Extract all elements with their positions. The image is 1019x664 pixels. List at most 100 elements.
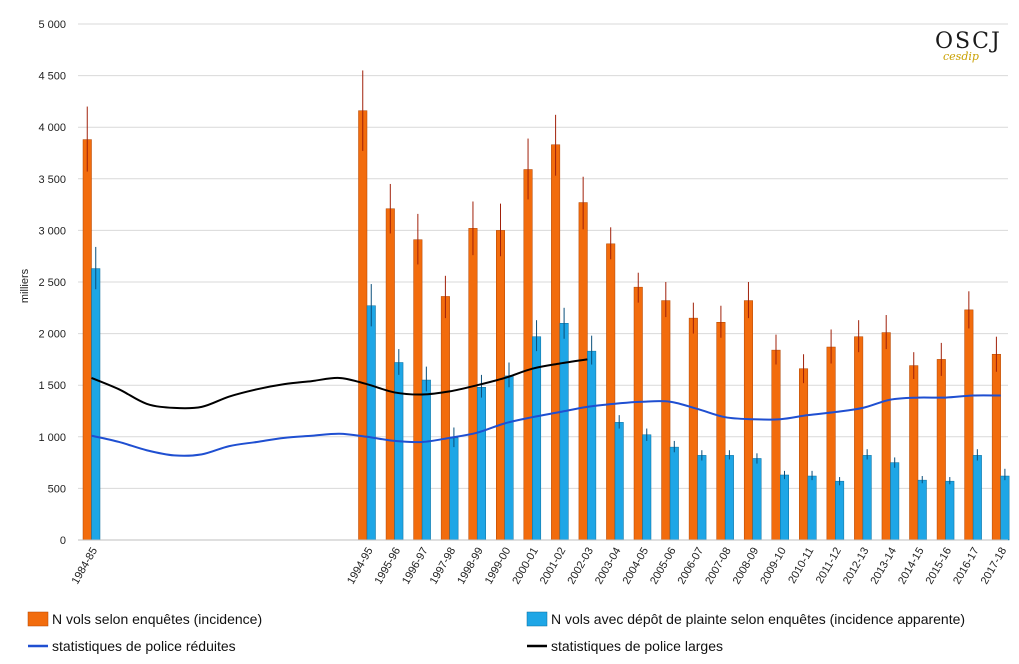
bar bbox=[385, 208, 395, 541]
bars bbox=[82, 110, 1010, 541]
bar bbox=[523, 169, 533, 541]
bar bbox=[945, 480, 955, 541]
x-tick-label: 2005-06 bbox=[648, 546, 679, 587]
bar bbox=[854, 336, 864, 541]
bar bbox=[91, 268, 101, 541]
bar bbox=[826, 346, 836, 541]
bar bbox=[496, 230, 505, 541]
bar bbox=[476, 387, 486, 541]
x-tick-label: 1995-96 bbox=[373, 546, 404, 587]
bar bbox=[366, 305, 376, 541]
legend-label-incidence: N vols selon enquêtes (incidence) bbox=[52, 611, 262, 627]
bar bbox=[780, 474, 789, 541]
y-tick-label: 5 000 bbox=[38, 19, 66, 31]
y-axis-label: milliers bbox=[19, 268, 31, 303]
x-tick-label: 2000-01 bbox=[510, 546, 541, 587]
bar bbox=[82, 139, 92, 541]
bar bbox=[835, 480, 845, 541]
series-lines bbox=[91, 358, 1001, 457]
bar bbox=[807, 475, 817, 541]
legend-label-police-larges: statistiques de police larges bbox=[551, 638, 723, 654]
bar bbox=[449, 437, 459, 541]
x-tick-label: 2016-17 bbox=[951, 546, 982, 587]
x-tick-label: 2014-15 bbox=[896, 546, 927, 587]
legend-swatch-incidence bbox=[27, 611, 49, 627]
y-tick-label: 3 000 bbox=[38, 225, 66, 237]
bar bbox=[614, 422, 624, 541]
bar bbox=[358, 110, 368, 541]
x-tick-label: 2013-14 bbox=[868, 546, 899, 587]
x-tick-label: 1984-85 bbox=[70, 546, 101, 587]
bar bbox=[890, 462, 900, 541]
bar bbox=[421, 379, 431, 541]
bar bbox=[642, 434, 652, 541]
legend-label-police-reduites: statistiques de police réduites bbox=[52, 638, 236, 654]
x-tick-label: 2011-12 bbox=[814, 546, 844, 586]
bar bbox=[661, 300, 671, 541]
x-tick-label: 2012-13 bbox=[841, 546, 872, 587]
logo-main-text: OSCJ bbox=[935, 29, 1002, 54]
bar bbox=[688, 317, 698, 541]
bar bbox=[578, 202, 588, 541]
y-tick-label: 1 000 bbox=[38, 432, 66, 444]
bar bbox=[862, 455, 872, 541]
bar bbox=[669, 446, 679, 541]
legend: N vols selon enquêtes (incidence) N vols… bbox=[27, 611, 965, 654]
bar bbox=[606, 243, 616, 541]
bar bbox=[752, 458, 762, 541]
x-tick-label: 2015-16 bbox=[924, 546, 955, 587]
error-bars bbox=[86, 70, 1006, 486]
x-tick-label: 1994-95 bbox=[345, 546, 376, 587]
x-tick-label: 2002-03 bbox=[565, 546, 596, 587]
bar bbox=[559, 323, 569, 541]
x-tick-label: 2003-04 bbox=[593, 546, 624, 587]
series-line bbox=[91, 358, 588, 410]
bar bbox=[771, 349, 781, 541]
bar bbox=[964, 309, 974, 541]
y-tick-label: 4 500 bbox=[38, 71, 66, 83]
x-tick-label: 2008-09 bbox=[731, 546, 762, 587]
bar bbox=[551, 144, 561, 541]
oscj-logo: OSCJ cesdip bbox=[935, 29, 1002, 63]
y-tick-label: 0 bbox=[60, 535, 66, 547]
y-tick-label: 3 500 bbox=[38, 174, 66, 186]
x-tick-label: 2001-02 bbox=[538, 546, 569, 587]
gridlines bbox=[78, 23, 1008, 489]
bar bbox=[991, 353, 1001, 541]
x-tick-label: 1998-99 bbox=[455, 546, 486, 587]
legend-item-incidence: N vols selon enquêtes (incidence) bbox=[27, 611, 262, 627]
y-tick-label: 4 000 bbox=[38, 122, 66, 134]
legend-swatch-incidence-apparente bbox=[526, 611, 548, 627]
x-tick-label: 2009-10 bbox=[758, 546, 789, 587]
y-tick-label: 2 500 bbox=[38, 277, 66, 289]
legend-item-police-larges: statistiques de police larges bbox=[527, 638, 723, 654]
bar bbox=[1000, 475, 1010, 541]
bar bbox=[394, 362, 404, 541]
x-tick-label: 2017-18 bbox=[979, 546, 1010, 587]
y-tick-label: 1 500 bbox=[38, 380, 66, 392]
x-tick-label: 1996-97 bbox=[400, 546, 431, 587]
bar bbox=[724, 455, 734, 541]
bar bbox=[697, 455, 707, 541]
bar bbox=[881, 332, 891, 541]
y-tick-label: 2 000 bbox=[38, 329, 66, 341]
bar bbox=[413, 239, 423, 541]
x-tick-label: 2010-11 bbox=[786, 546, 816, 586]
y-tick-label: 500 bbox=[48, 483, 66, 495]
legend-item-police-reduites: statistiques de police réduites bbox=[28, 638, 236, 654]
legend-item-incidence-apparente: N vols avec dépôt de plainte selon enquê… bbox=[526, 611, 965, 627]
bar bbox=[633, 286, 643, 541]
x-tick-label: 2007-08 bbox=[703, 546, 734, 587]
x-tick-label: 1997-98 bbox=[428, 546, 459, 587]
bar bbox=[587, 350, 597, 541]
bar bbox=[440, 296, 450, 541]
bar bbox=[972, 455, 982, 541]
x-tick-label: 2004-05 bbox=[621, 546, 652, 587]
x-tick-label: 1999-00 bbox=[483, 546, 514, 587]
logo-sub-text: cesdip bbox=[943, 50, 979, 63]
bar bbox=[743, 300, 753, 541]
bar bbox=[936, 359, 946, 541]
bar bbox=[468, 228, 478, 541]
series-line bbox=[91, 394, 1001, 457]
